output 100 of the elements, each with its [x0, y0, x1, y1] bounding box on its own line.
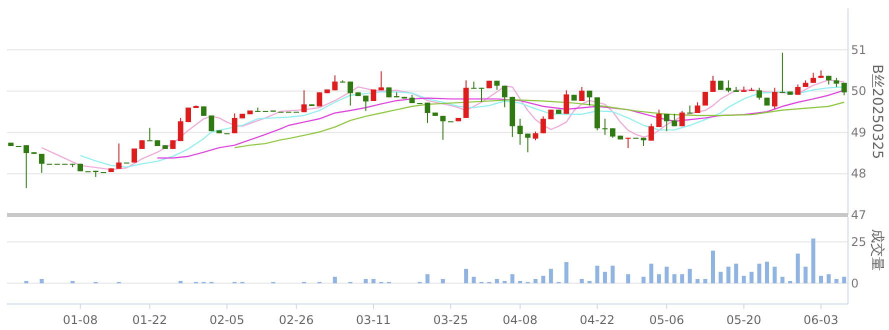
bar [178, 280, 183, 284]
x-tick-label: 01-22 [132, 313, 168, 327]
candlestick [664, 113, 670, 132]
bar [580, 278, 584, 284]
candlestick [39, 153, 44, 174]
bar [518, 280, 522, 284]
candlestick [694, 102, 700, 114]
bar [464, 268, 468, 284]
bar [440, 278, 445, 284]
candlestick [471, 81, 476, 90]
candlestick [710, 75, 716, 92]
bar [602, 272, 607, 284]
bar [642, 276, 646, 284]
bar [772, 266, 777, 284]
x-tick-label: 06-03 [804, 313, 838, 327]
candlestick [656, 109, 662, 128]
bar [664, 266, 669, 284]
bar [842, 276, 846, 284]
candlestick [810, 72, 816, 84]
bar [696, 278, 700, 284]
bar [40, 278, 44, 284]
candlestick [502, 85, 508, 108]
x-tick-label: 03-11 [356, 313, 391, 327]
bar [426, 274, 430, 284]
bar [502, 280, 507, 284]
candlestick [586, 90, 592, 106]
candlestick [648, 123, 654, 142]
bar [472, 276, 476, 284]
bar [70, 280, 75, 284]
bar [680, 274, 684, 284]
candlestick [301, 90, 307, 113]
y-tick-label: 49 [851, 125, 866, 140]
candlestick [780, 52, 786, 93]
candlestick [478, 87, 484, 102]
candlestick [332, 74, 338, 91]
bar [364, 278, 368, 284]
candlestick [625, 137, 631, 149]
x-tick-label: 05-06 [649, 313, 684, 327]
candlestick [116, 143, 122, 170]
y-tick-label: 50 [851, 84, 866, 98]
bar [826, 274, 831, 284]
candlestick [440, 115, 446, 140]
candlestick [672, 113, 678, 127]
bar [750, 272, 754, 284]
candlestick [178, 117, 184, 142]
x-tick-label: 01-08 [62, 313, 98, 327]
bar [804, 266, 808, 284]
y-tick-label: 48 [851, 166, 866, 181]
bar [626, 274, 630, 284]
bar [371, 278, 376, 284]
bar [718, 272, 723, 284]
candlestick [795, 84, 801, 96]
bar [734, 264, 738, 284]
bar [649, 264, 654, 284]
candlestick [834, 77, 840, 88]
bar [688, 268, 692, 284]
bar [548, 268, 553, 284]
candlestick [564, 90, 570, 114]
candlestick [378, 70, 384, 91]
x-tick-label: 03-25 [433, 313, 468, 327]
bar [818, 276, 823, 284]
candlestick [348, 81, 354, 106]
bar [656, 274, 661, 284]
candlestick [679, 110, 685, 127]
line-series [234, 99, 845, 148]
bar [610, 266, 615, 284]
candlestick [24, 144, 29, 189]
candlestick [232, 112, 238, 134]
candlestick [579, 86, 585, 102]
bar [780, 276, 784, 284]
bar [834, 278, 838, 284]
bar [796, 254, 800, 284]
bar [703, 278, 708, 284]
bar [510, 274, 514, 284]
bar [764, 262, 769, 284]
candlestick [841, 82, 847, 96]
bar [811, 238, 816, 284]
bar [710, 250, 715, 284]
x-tick-label: 05-20 [726, 313, 762, 327]
x-tick-label: 02-26 [278, 313, 314, 327]
bar [541, 276, 546, 284]
candlestick [363, 95, 368, 112]
x-tick-label: 02-05 [209, 313, 244, 327]
candlestick [132, 148, 138, 164]
bar [742, 276, 746, 284]
candlestick [540, 116, 546, 134]
candlestick [255, 107, 260, 112]
y-tick-label: 25 [851, 234, 866, 249]
candlestick [186, 107, 192, 123]
bar [595, 266, 600, 284]
bar [534, 278, 538, 284]
candlestick [424, 102, 430, 124]
candlestick [602, 118, 608, 136]
bar [672, 274, 676, 284]
bar [332, 276, 337, 284]
candlestick [316, 92, 322, 107]
candlestick [756, 87, 762, 100]
y-axis-title: 成交量 [869, 229, 885, 272]
y-tick-label: 47 [851, 208, 866, 222]
candlestick [525, 133, 531, 153]
